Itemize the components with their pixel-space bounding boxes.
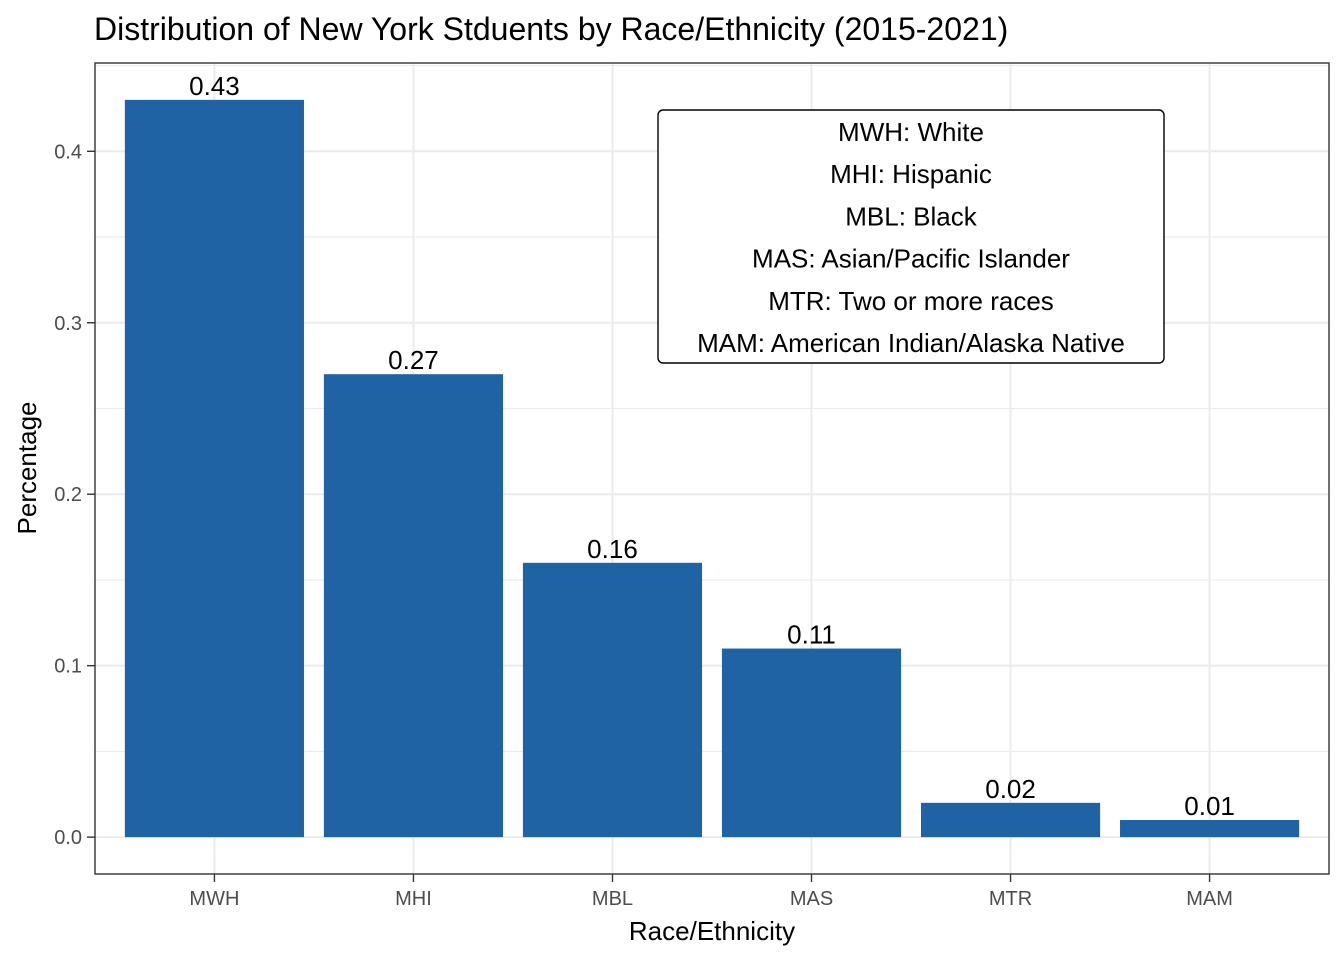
bar-value-label: 0.16: [587, 534, 638, 564]
y-axis-title: Percentage: [12, 402, 42, 535]
y-tick-label: 0.2: [54, 484, 82, 506]
bar-mhi: [323, 374, 504, 838]
bar-mbl: [522, 562, 703, 838]
legend-entry: MBL: Black: [845, 201, 977, 231]
bars: [124, 99, 1300, 838]
legend-border: [657, 109, 1165, 364]
x-axis-title: Race/Ethnicity: [629, 916, 795, 946]
bar-value-label: 0.11: [787, 620, 836, 650]
legend-entry: MTR: Two or more races: [768, 286, 1054, 316]
bar-value-label: 0.27: [388, 345, 439, 375]
bar-mwh: [124, 99, 304, 838]
y-tick-label: 0.1: [54, 656, 82, 678]
plot-panel-border: [94, 62, 1330, 875]
bar-mtr: [920, 802, 1101, 838]
x-tick-label: MTR: [989, 888, 1032, 910]
bar-value-label: 0.02: [985, 774, 1036, 804]
x-tick-label: MAS: [790, 888, 833, 910]
y-tick-label: 0.4: [54, 141, 82, 163]
y-tick-label: 0.3: [54, 313, 82, 335]
bar-value-label: 0.01: [1184, 791, 1235, 821]
legend-entry: MWH: White: [838, 117, 984, 147]
legend-box: MWH: White MHI: Hispanic MBL: Black MAS: As…: [657, 109, 1165, 364]
x-tick-label: MBL: [592, 888, 633, 910]
y-tick-label: 0.0: [54, 827, 82, 849]
y-axis: 0.0 0.1 0.2 0.3 0.4: [54, 141, 95, 849]
legend-entry: MHI: Hispanic: [830, 159, 992, 189]
bar-value-labels: 0.43 0.27 0.16 0.11 0.02 0.01: [189, 71, 1235, 821]
bar-mam: [1120, 819, 1300, 838]
x-tick-label: MAM: [1186, 888, 1233, 910]
bar-mas: [721, 648, 902, 838]
bar-value-label: 0.43: [189, 71, 240, 101]
chart-title: Distribution of New York Stduents by Rac…: [94, 11, 1008, 47]
legend-entry: MAM: American Indian/Alaska Native: [697, 328, 1125, 358]
x-axis: MWH MHI MBL MAS MTR MAM: [189, 874, 1233, 910]
x-tick-label: MHI: [395, 888, 432, 910]
x-tick-label: MWH: [189, 888, 239, 910]
legend-entry: MAS: Asian/Pacific Islander: [752, 244, 1070, 274]
